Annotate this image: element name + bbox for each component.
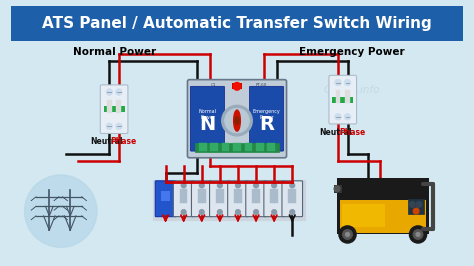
Bar [340,180,426,200]
Circle shape [413,208,419,214]
Bar [198,189,206,202]
Bar [345,90,350,103]
Bar [195,143,279,152]
Bar [233,143,241,151]
Bar [104,106,125,112]
Circle shape [116,123,122,130]
Text: Emergency Power: Emergency Power [300,47,405,57]
Circle shape [290,183,295,188]
Bar [425,178,428,234]
Circle shape [233,82,241,90]
Circle shape [181,210,186,214]
FancyBboxPatch shape [100,85,128,134]
FancyBboxPatch shape [155,181,176,217]
Circle shape [200,183,204,188]
Circle shape [106,89,113,95]
Text: Phase: Phase [110,137,137,146]
Circle shape [254,210,258,214]
Circle shape [222,105,252,136]
Text: Normal Power: Normal Power [73,47,155,57]
Bar [332,97,353,102]
FancyBboxPatch shape [340,180,426,232]
FancyBboxPatch shape [173,181,194,217]
Circle shape [343,230,352,239]
FancyBboxPatch shape [329,75,356,124]
Bar [11,6,463,41]
Bar [216,189,224,202]
FancyBboxPatch shape [187,80,287,158]
Bar [336,90,340,103]
Circle shape [339,226,356,243]
Bar [234,189,242,202]
Circle shape [410,202,415,207]
Text: Neutral: Neutral [90,137,123,146]
FancyBboxPatch shape [191,86,225,151]
Circle shape [335,114,341,120]
Bar [199,143,207,151]
Circle shape [334,186,340,192]
Bar [180,189,187,202]
Text: Phase: Phase [339,128,365,136]
Circle shape [290,210,295,214]
Circle shape [410,226,427,243]
Bar [270,189,278,202]
Circle shape [116,89,122,95]
Bar [267,143,275,151]
Bar [337,178,428,182]
Text: Circuit.info: Circuit.info [324,85,381,95]
Circle shape [106,123,113,130]
FancyBboxPatch shape [249,86,283,151]
FancyBboxPatch shape [282,181,302,217]
Bar [117,100,121,113]
FancyBboxPatch shape [210,181,230,217]
Bar [289,189,296,202]
Text: PT-60: PT-60 [255,83,266,87]
Circle shape [25,175,97,247]
Ellipse shape [235,117,239,124]
Bar [153,180,305,220]
Circle shape [344,114,351,120]
FancyBboxPatch shape [228,181,248,217]
Circle shape [218,183,222,188]
Text: Normal
Power: Normal Power [199,110,217,120]
FancyBboxPatch shape [264,181,284,217]
Bar [252,189,260,202]
Circle shape [335,79,341,86]
Bar [256,143,264,151]
Circle shape [416,202,422,207]
Circle shape [200,210,204,214]
Text: ATS Panel / Automatic Transfer Switch Wiring: ATS Panel / Automatic Transfer Switch Wi… [42,16,432,31]
Circle shape [413,230,423,239]
Bar [232,84,242,89]
Circle shape [236,183,240,188]
Bar [245,143,252,151]
Text: N: N [200,115,216,134]
Circle shape [236,210,240,214]
Text: Neutral: Neutral [319,128,351,136]
Circle shape [346,232,349,236]
Bar [337,178,341,234]
Text: Emergency
Power: Emergency Power [253,110,281,120]
FancyBboxPatch shape [246,181,266,217]
Circle shape [344,79,351,86]
Circle shape [218,210,222,214]
Text: R: R [259,115,274,134]
Bar [222,143,229,151]
Bar [161,191,170,201]
Bar [337,231,428,234]
Circle shape [225,108,249,133]
Circle shape [181,183,186,188]
FancyBboxPatch shape [191,181,212,217]
Bar [210,143,218,151]
Circle shape [272,210,276,214]
Bar [334,185,342,193]
Bar [107,100,112,113]
Bar [409,199,424,214]
Circle shape [254,183,258,188]
Bar [342,205,385,227]
Circle shape [416,232,420,236]
Ellipse shape [234,110,240,131]
Circle shape [272,183,276,188]
Text: C1: C1 [210,83,216,87]
